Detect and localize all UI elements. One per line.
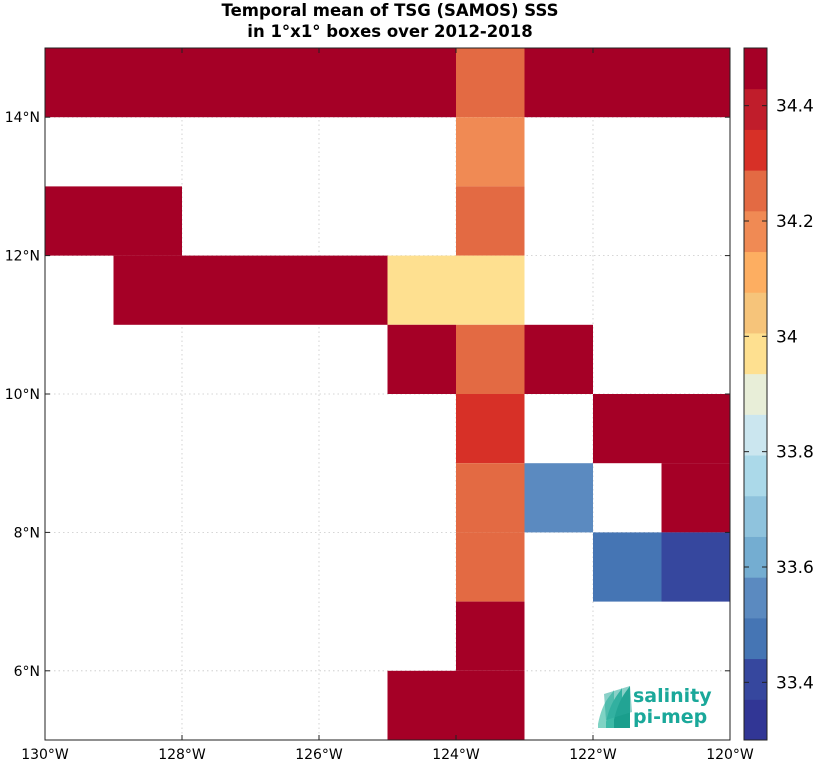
colorbar-segment [744, 251, 767, 293]
x-tick-label: 122°W [569, 747, 617, 763]
salinity-cell [456, 117, 525, 187]
colorbar-segment [744, 88, 767, 130]
salinity-cell [45, 186, 114, 256]
colorbar-segment [744, 170, 767, 212]
logo-waves-icon [598, 686, 632, 728]
y-tick-label: 6°N [14, 664, 40, 680]
salinity-cell [319, 48, 388, 118]
y-tick-label: 14°N [5, 110, 40, 126]
salinity-cell [456, 532, 525, 602]
salinity-cell [319, 255, 388, 325]
colorbar-tick-label: 34.2 [776, 212, 814, 232]
colorbar-segment [744, 617, 767, 660]
colorbar-segment [744, 210, 767, 253]
colorbar-segment [744, 414, 767, 456]
colorbar-segment [744, 129, 767, 171]
salinity-cell [113, 48, 182, 118]
y-tick-label: 12°N [5, 249, 40, 265]
colorbar-segment [744, 455, 767, 497]
salinity-cell [387, 48, 456, 118]
y-tick-label: 10°N [5, 387, 40, 403]
x-tick-label: 120°W [706, 747, 754, 763]
colorbar-tick-label: 33.8 [776, 443, 814, 463]
salinity-cell [250, 255, 319, 325]
salinity-cell [113, 255, 182, 325]
salinity-cell [661, 463, 730, 533]
salinity-cell [593, 532, 662, 602]
chart-title: Temporal mean of TSG (SAMOS) SSS in 1°x1… [0, 0, 780, 42]
salinity-cell [182, 48, 251, 118]
colorbar-frame [743, 47, 768, 741]
colorbar-tick-label: 34.4 [776, 97, 814, 117]
salinity-cell [45, 48, 114, 118]
salinity-cell [456, 601, 525, 671]
salinity-cell [524, 324, 593, 394]
salinity-cell [662, 394, 730, 464]
x-tick-label: 128°W [158, 747, 206, 763]
colorbar-segment [744, 373, 767, 415]
x-tick-label: 130°W [21, 747, 69, 763]
colorbar-segment [744, 658, 767, 700]
colorbar-segment [744, 699, 767, 741]
colorbar-segment [744, 332, 767, 375]
salinity-cell [524, 48, 593, 118]
salinity-cell [113, 186, 182, 256]
salinity-cell [387, 255, 456, 325]
logo-text-line1: salinity [633, 685, 712, 707]
colorbar-segment [744, 292, 767, 334]
salinity-cell [524, 463, 593, 533]
chart-title-line2: in 1°x1° boxes over 2012-2018 [247, 22, 533, 41]
salinity-cell [456, 463, 525, 533]
salinity-cell [182, 255, 251, 325]
x-tick-label: 124°W [432, 747, 480, 763]
salinity-cell [250, 48, 319, 118]
logo-text-line2: pi-mep [633, 706, 707, 728]
salinity-cell [456, 255, 525, 325]
salinity-cell [593, 48, 662, 118]
salinity-cell [456, 394, 525, 464]
colorbar-segment [744, 536, 767, 578]
salinity-cell [456, 186, 525, 256]
salinity-cell [387, 670, 456, 740]
colorbar-tick-label: 33.6 [776, 558, 814, 578]
salinity-cell [456, 48, 525, 118]
colorbar-tick-label: 33.4 [776, 673, 814, 693]
chart-title-line1: Temporal mean of TSG (SAMOS) SSS [221, 1, 559, 20]
colorbar-tick-label: 34 [776, 327, 798, 347]
colorbar-segment [744, 495, 767, 537]
salinity-cell [387, 324, 456, 394]
salinity-cell [661, 532, 730, 602]
colorbar-segment [744, 577, 767, 619]
x-tick-label: 126°W [295, 747, 343, 763]
axis-ticks: 130°W 128°W 126°W 124°W 122°W 120°W 6°N 8°N 10°N… [5, 48, 754, 763]
colorbar-segment [744, 48, 767, 90]
salinity-cells [45, 48, 730, 740]
salinity-cell [456, 670, 525, 740]
salinity-cell [593, 394, 662, 464]
salinity-pi-mep-logo: salinity pi-mep [598, 685, 712, 728]
colorbar: 33.4 33.6 33.8 34 34.2 34.4 [743, 47, 814, 741]
salinity-cell [456, 324, 525, 394]
y-tick-label: 8°N [14, 525, 40, 541]
salinity-cell [661, 48, 730, 118]
